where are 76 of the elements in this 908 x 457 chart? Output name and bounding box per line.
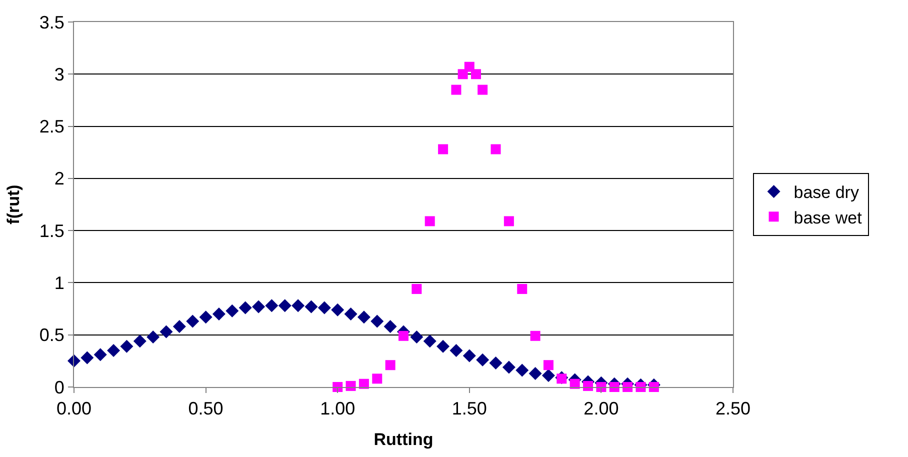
y-tick-label: 0: [54, 377, 64, 398]
point: [636, 382, 646, 392]
point: [622, 382, 633, 392]
legend-label: base dry: [794, 183, 860, 202]
legend-label: base wet: [794, 208, 862, 228]
point: [530, 330, 540, 341]
point: [346, 380, 356, 391]
point: [542, 369, 555, 382]
point: [410, 330, 424, 344]
point: [212, 308, 226, 320]
point: [133, 334, 146, 348]
y-tick-label: 3.5: [39, 12, 64, 32]
point: [384, 320, 397, 334]
point: [80, 351, 94, 364]
point: [146, 330, 160, 344]
x-axis-title: Rutting: [374, 430, 434, 449]
point: [331, 303, 344, 316]
point: [451, 84, 462, 95]
point: [489, 356, 502, 370]
x-tick-label: 1.00: [320, 398, 356, 419]
point: [424, 216, 435, 226]
y-tick-label: 2.5: [39, 116, 64, 137]
point: [107, 344, 120, 357]
point: [450, 344, 463, 357]
x-tick-label: 0.00: [56, 398, 92, 419]
point: [583, 380, 594, 391]
point: [344, 308, 358, 320]
point: [226, 304, 239, 318]
point: [252, 300, 266, 314]
point: [543, 360, 554, 370]
point: [470, 69, 481, 80]
point: [318, 301, 331, 314]
point: [436, 340, 450, 353]
point: [648, 382, 659, 392]
point: [462, 349, 476, 362]
point: [516, 364, 529, 377]
y-axis-title: f(rut): [4, 184, 23, 224]
point: [502, 360, 516, 374]
point: [292, 299, 305, 312]
point: [398, 330, 408, 341]
y-tick-label: 2: [54, 168, 64, 189]
point: [372, 374, 382, 384]
point: [490, 144, 501, 154]
y-tick-label: 3: [54, 64, 64, 84]
point: [278, 299, 292, 312]
point: [528, 366, 542, 380]
point: [517, 284, 528, 294]
point: [160, 325, 173, 338]
point: [94, 348, 107, 362]
point: [172, 320, 186, 334]
point: [423, 334, 436, 348]
point: [358, 378, 369, 389]
point: [570, 378, 580, 389]
point: [385, 360, 396, 370]
y-tick-label: 1.5: [39, 220, 64, 241]
point: [265, 299, 278, 312]
point: [199, 310, 212, 324]
point: [186, 314, 200, 328]
point: [504, 216, 514, 226]
point: [120, 340, 134, 353]
point: [412, 284, 422, 294]
x-tick-label: 0.50: [188, 398, 224, 419]
y-tick-label: 0.5: [39, 325, 64, 346]
point: [476, 353, 490, 366]
x-tick-label: 1.50: [452, 398, 487, 419]
point: [304, 300, 318, 314]
point: [357, 310, 370, 324]
point: [478, 84, 488, 95]
point: [556, 374, 567, 384]
point: [609, 382, 620, 392]
point: [438, 144, 448, 154]
x-tick-label: 2.00: [584, 398, 619, 419]
point: [238, 301, 252, 314]
y-tick-label: 1: [54, 273, 64, 294]
x-tick-label: 2.50: [715, 398, 751, 419]
point: [370, 314, 384, 328]
